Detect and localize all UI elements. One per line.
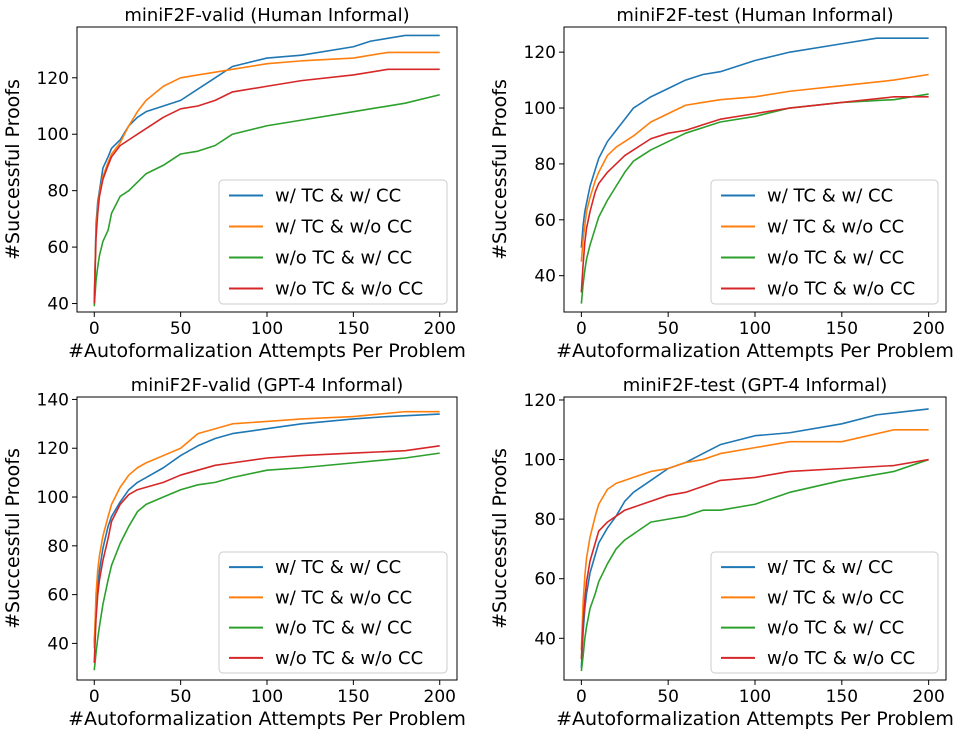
legend-box (710, 551, 939, 674)
y-axis-label: #Successful Proofs (2, 79, 24, 260)
series-line (580, 73, 929, 262)
x-axis-label: #Autoformalization Attempts Per Problem (556, 708, 954, 730)
y-axis-label: #Successful Proofs (2, 448, 24, 629)
series-line (580, 428, 929, 651)
legend: w/ TC & w/ CC w/ TC & w/o CC w/o TC & w/ C… (218, 179, 448, 305)
y-tick-label: 120 (37, 439, 69, 459)
chart-panel-4: 0 50 100 150 200 40 60 80 100 120 miniF2F-test (GP… (489, 375, 954, 730)
y-tick-label: 100 (524, 451, 556, 471)
chart-panel-2: 0 50 100 150 200 40 60 80 100 120 miniF2F-test (Hu… (489, 5, 954, 362)
x-tick-label: 50 (170, 319, 192, 339)
series-line (580, 37, 929, 248)
series-line (580, 96, 929, 293)
x-tick-label: 0 (576, 319, 587, 339)
y-tick-label: 80 (534, 155, 556, 175)
y-tick-label: 40 (534, 629, 556, 649)
x-axis-label: #Autoformalization Attempts Per Problem (68, 340, 466, 362)
x-tick-label: 100 (739, 687, 771, 707)
legend: w/ TC & w/ CC w/ TC & w/o CC w/o TC & w/ C… (710, 551, 939, 674)
x-tick-label: 200 (424, 319, 456, 339)
y-tick-label: 60 (47, 586, 69, 606)
y-tick-label: 100 (524, 99, 556, 119)
x-tick-label: 150 (337, 319, 369, 339)
legend-entry: w/ TC & w/ CC (275, 186, 401, 207)
y-tick-label: 100 (37, 125, 69, 145)
series-line (93, 34, 440, 304)
x-tick-label: 200 (912, 687, 944, 707)
y-tick-label: 40 (47, 634, 69, 654)
y-tick-label: 100 (37, 488, 69, 508)
legend-entry: w/ TC & w/o CC (275, 587, 412, 608)
legend-entry: w/o TC & w/o CC (767, 648, 915, 669)
chart-panel-3: 0 50 100 150 200 40 60 80 100 120 140 miniF2F-valid… (2, 375, 466, 730)
legend: w/ TC & w/ CC w/ TC & w/o CC w/o TC & w/ C… (218, 551, 448, 674)
legend-entry: w/o TC & w/o CC (275, 648, 423, 669)
y-tick-label: 40 (47, 295, 69, 315)
y-axis-label: #Successful Proofs (489, 448, 511, 629)
y-tick-label: 120 (524, 43, 556, 63)
series-line (580, 458, 929, 660)
legend-entry: w/ TC & w/o CC (275, 217, 412, 238)
legend-entry: w/o TC & w/ CC (767, 618, 904, 639)
x-tick-label: 0 (89, 319, 100, 339)
x-tick-label: 200 (424, 687, 456, 707)
legend-entry: w/ TC & w/ CC (767, 557, 893, 578)
x-tick-label: 100 (251, 687, 283, 707)
y-tick-label: 120 (37, 69, 69, 89)
legend-entry: w/ TC & w/ CC (275, 557, 401, 578)
legend-entry: w/ TC & w/o CC (767, 587, 904, 608)
legend-entry: w/ TC & w/ CC (767, 186, 893, 207)
legend-box (218, 179, 448, 305)
series-line (93, 444, 440, 663)
chart-title: miniF2F-test (Human Informal) (616, 5, 893, 26)
legend-entry: w/o TC & w/ CC (767, 248, 904, 269)
series-line (93, 68, 440, 304)
x-tick-label: 100 (739, 319, 771, 339)
legend: w/ TC & w/ CC w/ TC & w/o CC w/o TC & w/ C… (710, 179, 939, 305)
chart-title: miniF2F-test (GPT-4 Informal) (623, 375, 887, 396)
y-tick-label: 120 (524, 391, 556, 411)
y-tick-label: 60 (534, 570, 556, 590)
series-line (580, 408, 929, 669)
x-axis-label: #Autoformalization Attempts Per Problem (68, 708, 466, 730)
chart-panel-1: 0 50 100 150 200 40 60 80 100 120 miniF2F-valid (H… (2, 5, 466, 362)
x-tick-label: 0 (576, 687, 587, 707)
series-line (580, 458, 929, 672)
y-tick-label: 40 (534, 267, 556, 287)
series-line (93, 410, 440, 649)
x-tick-label: 100 (251, 319, 283, 339)
y-tick-label: 80 (47, 182, 69, 202)
x-axis-label: #Autoformalization Attempts Per Problem (556, 340, 954, 362)
legend-entry: w/o TC & w/o CC (767, 279, 915, 300)
y-tick-label: 140 (37, 390, 69, 410)
chart-title: miniF2F-valid (GPT-4 Informal) (131, 375, 404, 396)
legend-entry: w/o TC & w/ CC (275, 618, 412, 639)
y-tick-label: 60 (534, 211, 556, 231)
series-line (93, 452, 440, 671)
series-line (580, 93, 929, 304)
x-tick-label: 50 (657, 319, 679, 339)
legend-entry: w/ TC & w/o CC (767, 217, 904, 238)
y-tick-label: 80 (47, 537, 69, 557)
y-tick-label: 60 (47, 238, 69, 258)
series-line (93, 93, 440, 307)
legend-box (710, 179, 939, 305)
series-line (93, 413, 440, 644)
x-tick-label: 50 (657, 687, 679, 707)
x-tick-label: 50 (170, 687, 192, 707)
legend-entry: w/o TC & w/o CC (275, 279, 423, 300)
x-tick-label: 150 (826, 319, 858, 339)
x-tick-label: 0 (89, 687, 100, 707)
legend-box (218, 551, 448, 674)
x-tick-label: 200 (912, 319, 944, 339)
y-axis-label: #Successful Proofs (489, 79, 511, 260)
x-tick-label: 150 (826, 687, 858, 707)
x-tick-label: 150 (337, 687, 369, 707)
legend-entry: w/o TC & w/ CC (275, 248, 412, 269)
chart-title: miniF2F-valid (Human Informal) (124, 5, 409, 26)
y-tick-label: 80 (534, 510, 556, 530)
